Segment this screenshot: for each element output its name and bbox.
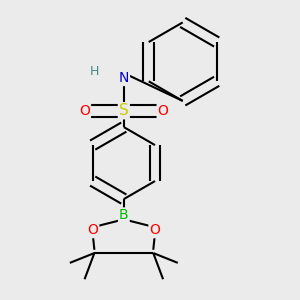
Text: O: O <box>87 223 98 237</box>
Text: O: O <box>149 223 160 237</box>
Text: O: O <box>79 104 90 118</box>
Text: N: N <box>118 71 129 85</box>
Text: B: B <box>119 208 129 222</box>
Text: O: O <box>158 104 169 118</box>
Text: S: S <box>119 103 129 118</box>
Text: H: H <box>90 65 99 78</box>
